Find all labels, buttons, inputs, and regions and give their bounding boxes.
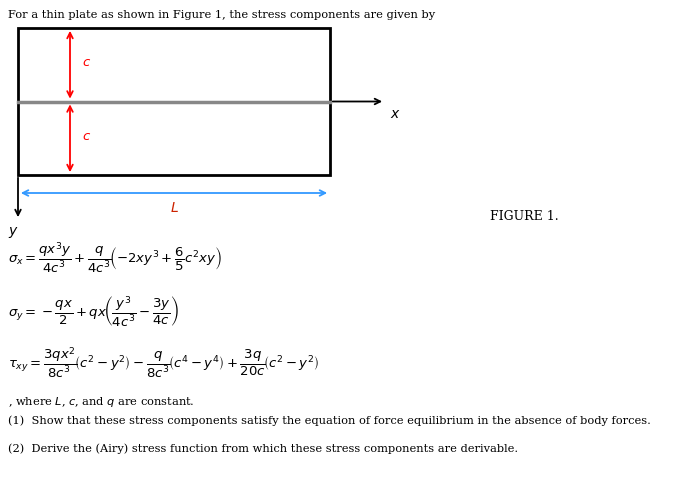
Text: For a thin plate as shown in Figure 1, the stress components are given by: For a thin plate as shown in Figure 1, t… — [8, 10, 435, 20]
Text: $\tau_{xy} = \dfrac{3qx^2}{8c^3}\!\left(c^2 - y^2\right) - \dfrac{q}{8c^3}\!\lef: $\tau_{xy} = \dfrac{3qx^2}{8c^3}\!\left(… — [8, 345, 319, 380]
Text: $L$: $L$ — [170, 201, 178, 215]
Text: $y$: $y$ — [8, 225, 19, 240]
Text: $c$: $c$ — [82, 130, 91, 143]
Text: , where $L$, $c$, and $q$ are constant.: , where $L$, $c$, and $q$ are constant. — [8, 395, 195, 409]
Bar — [18, 28, 330, 175]
Text: $\sigma_x = \dfrac{qx^3y}{4c^3} + \dfrac{q}{4c^3}\!\left(-2xy^3 + \dfrac{6}{5}c^: $\sigma_x = \dfrac{qx^3y}{4c^3} + \dfrac… — [8, 240, 222, 275]
Text: (2)  Derive the (Airy) stress function from which these stress components are de: (2) Derive the (Airy) stress function fr… — [8, 443, 518, 454]
Text: $c$: $c$ — [82, 56, 91, 69]
Text: $x$: $x$ — [390, 107, 401, 120]
Text: (1)  Show that these stress components satisfy the equation of force equilibrium: (1) Show that these stress components sa… — [8, 415, 651, 425]
Text: $\sigma_y = -\dfrac{qx}{2} + qx\!\left(\dfrac{y^3}{4c^3} - \dfrac{3y}{4c}\right): $\sigma_y = -\dfrac{qx}{2} + qx\!\left(\… — [8, 295, 179, 329]
Text: FIGURE 1.: FIGURE 1. — [490, 210, 558, 223]
